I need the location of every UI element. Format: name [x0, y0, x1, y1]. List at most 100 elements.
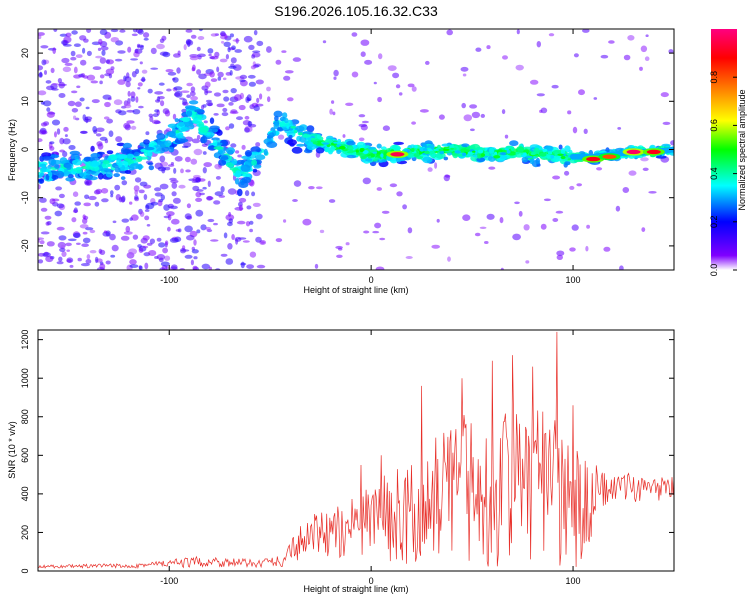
noise-blob — [41, 59, 47, 66]
noise-blob — [512, 233, 521, 241]
ridge-blob — [178, 121, 185, 127]
ridge-blob — [133, 151, 140, 157]
noise-blob — [244, 190, 250, 197]
noise-blob — [40, 122, 48, 127]
ridge-blob — [144, 146, 155, 151]
noise-blob — [275, 59, 282, 65]
noise-blob — [172, 77, 176, 81]
noise-blob — [278, 134, 285, 140]
noise-blob — [171, 191, 177, 197]
ridge-blob — [254, 154, 266, 161]
ridge-core — [362, 150, 369, 154]
noise-blob — [523, 224, 530, 231]
ridge-core — [419, 147, 425, 152]
noise-blob — [88, 195, 97, 201]
noise-blob — [361, 120, 369, 124]
noise-blob — [240, 262, 247, 266]
noise-blob — [230, 88, 237, 94]
bottom-x-axis-label: Height of straight line (km) — [303, 584, 408, 594]
noise-blob — [44, 215, 52, 220]
noise-blob — [39, 71, 43, 78]
noise-blob — [642, 167, 649, 171]
noise-blob — [143, 37, 149, 41]
noise-blob — [243, 35, 253, 43]
noise-blob — [57, 78, 63, 84]
ridge-blob — [237, 188, 243, 197]
noise-blob — [253, 29, 258, 36]
noise-blob — [171, 182, 178, 189]
noise-blob — [89, 250, 97, 254]
noise-blob — [73, 115, 77, 120]
noise-blob — [69, 264, 74, 268]
noise-blob — [73, 43, 81, 47]
noise-blob — [73, 74, 82, 79]
noise-blob — [319, 229, 325, 234]
noise-blob — [402, 204, 407, 210]
noise-blob — [166, 211, 175, 217]
noise-blob — [221, 40, 225, 44]
noise-blob — [138, 105, 144, 109]
ridge-blob — [174, 118, 179, 123]
ridge-core — [356, 152, 362, 155]
noise-blob — [248, 81, 256, 87]
noise-blob — [462, 214, 471, 221]
noise-blob — [569, 185, 575, 190]
noise-blob — [213, 113, 219, 116]
noise-blob — [623, 54, 631, 61]
ridge-blob — [287, 139, 297, 146]
noise-blob — [640, 45, 648, 53]
ridge-blob — [316, 140, 324, 145]
ridge-blob — [213, 146, 224, 150]
noise-blob — [209, 71, 215, 78]
colorbar-tick-label: 0.0 — [709, 264, 719, 277]
noise-blob — [45, 80, 52, 84]
ridge-blob — [168, 146, 175, 153]
noise-blob — [504, 134, 509, 139]
noise-blob — [281, 50, 287, 53]
ridge-blob — [39, 178, 45, 184]
ridge-blob — [180, 126, 190, 131]
noise-blob — [130, 125, 137, 130]
ridge-blob — [461, 143, 470, 148]
noise-blob — [500, 267, 504, 270]
noise-blob — [40, 231, 50, 235]
noise-blob — [469, 104, 478, 109]
ridge-blob — [39, 172, 45, 177]
ridge-core — [367, 156, 373, 159]
noise-blob — [85, 106, 90, 110]
noise-blob — [332, 111, 336, 116]
ridge-blob — [85, 170, 97, 175]
noise-blob — [225, 54, 229, 60]
noise-blob — [146, 224, 151, 227]
noise-blob — [540, 107, 548, 114]
noise-blob — [250, 65, 256, 70]
noise-blob — [596, 167, 603, 171]
noise-blob — [275, 238, 283, 243]
ridge-core — [554, 152, 559, 157]
noise-blob — [170, 179, 179, 184]
noise-blob — [139, 211, 145, 217]
noise-blob — [514, 201, 520, 205]
noise-blob — [110, 37, 120, 43]
noise-blob — [184, 156, 191, 163]
top-y-tick-label: -20 — [20, 239, 30, 252]
ridge-core — [510, 146, 515, 152]
noise-blob — [114, 184, 121, 191]
noise-blob — [181, 145, 189, 149]
noise-blob — [233, 64, 242, 71]
noise-blob — [461, 102, 467, 109]
noise-blob — [333, 69, 339, 77]
noise-blob — [62, 151, 68, 158]
noise-blob — [293, 180, 302, 187]
noise-blob — [329, 108, 333, 115]
noise-blob — [110, 254, 116, 258]
ridge-core — [454, 150, 461, 154]
noise-blob — [99, 29, 108, 36]
ridge-core — [525, 155, 533, 159]
noise-blob — [86, 29, 92, 33]
noise-blob — [227, 243, 233, 250]
ridge-blob — [148, 165, 154, 171]
noise-blob — [486, 45, 491, 50]
ridge-blob — [147, 150, 153, 157]
colorbar-ticks: 0.0 0.2 0.4 0.6 0.8 — [709, 71, 737, 276]
